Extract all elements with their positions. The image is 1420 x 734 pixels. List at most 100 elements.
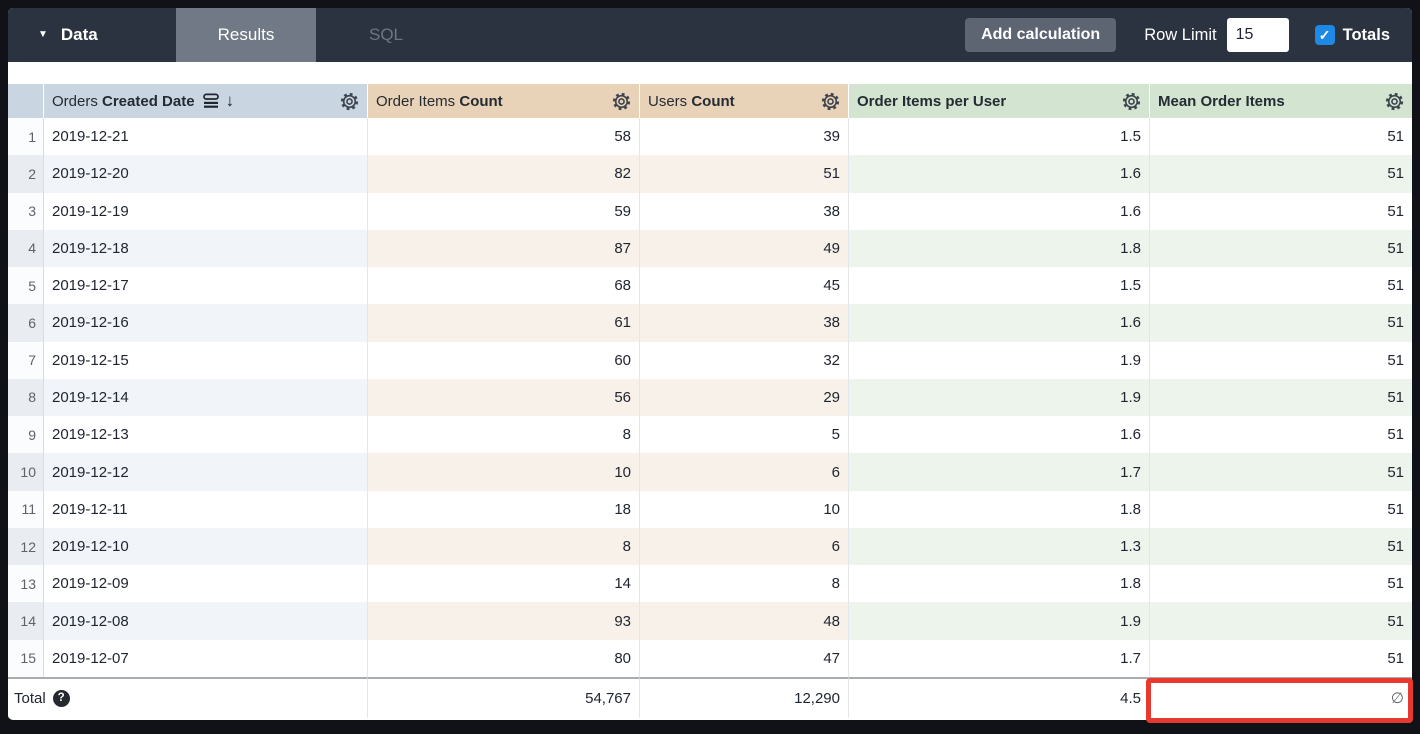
cell-order-items-count[interactable]: 82 [368,155,640,193]
cell-order-items-count[interactable]: 61 [368,304,640,342]
cell-mean-order-items[interactable]: 51 [1150,639,1412,677]
cell-users-count[interactable]: 47 [640,639,849,677]
cell-users-count[interactable]: 38 [640,192,849,230]
cell-order-items-count[interactable]: 8 [368,416,640,454]
cell-orders-created-date[interactable]: 2019-12-13 [44,416,368,454]
cell-orders-created-date[interactable]: 2019-12-17 [44,267,368,305]
cell-order-items-per-user[interactable]: 1.8 [849,565,1150,603]
cell-orders-created-date[interactable]: 2019-12-20 [44,155,368,193]
cell-users-count[interactable]: 49 [640,229,849,268]
sort-desc-icon[interactable]: ↓ [225,91,235,110]
cell-users-count[interactable]: 6 [640,453,849,491]
cell-order-items-per-user[interactable]: 1.8 [849,229,1150,268]
cell-users-count[interactable]: 51 [640,155,849,193]
cell-order-items-per-user[interactable]: 1.6 [849,192,1150,230]
total-order-items-per-user[interactable]: 4.5 [849,676,1150,718]
gear-icon[interactable] [821,92,840,111]
cell-users-count[interactable]: 6 [640,527,849,566]
cell-orders-created-date[interactable]: 2019-12-08 [44,602,368,640]
totals-checkbox[interactable]: ✓ [1314,25,1335,45]
cell-order-items-per-user[interactable]: 1.6 [849,304,1150,342]
cell-mean-order-items[interactable]: 51 [1150,602,1412,640]
column-header-mean-order-items[interactable]: Mean Order Items [1150,84,1412,118]
cell-users-count[interactable]: 48 [640,602,849,640]
cell-order-items-count[interactable]: 8 [368,527,640,566]
cell-users-count[interactable]: 39 [640,118,849,156]
add-calculation-button[interactable]: Add calculation [965,18,1117,52]
cell-orders-created-date[interactable]: 2019-12-10 [44,527,368,566]
cell-order-items-per-user[interactable]: 1.9 [849,341,1150,379]
row-limit-input[interactable] [1226,18,1289,52]
cell-mean-order-items[interactable]: 51 [1150,527,1412,566]
gear-icon[interactable] [1122,92,1141,111]
cell-mean-order-items[interactable]: 51 [1150,490,1412,528]
cell-orders-created-date[interactable]: 2019-12-11 [44,490,368,528]
total-order-items-count[interactable]: 54,767 [368,676,640,718]
column-label-prefix: Order Items [376,92,460,110]
cell-mean-order-items[interactable]: 51 [1150,155,1412,193]
cell-mean-order-items[interactable]: 51 [1150,341,1412,379]
cell-order-items-per-user[interactable]: 1.5 [849,267,1150,305]
cell-users-count[interactable]: 38 [640,304,849,342]
cell-mean-order-items[interactable]: 51 [1150,416,1412,454]
cell-mean-order-items[interactable]: 51 [1150,565,1412,603]
cell-order-items-per-user[interactable]: 1.7 [849,453,1150,491]
gear-icon[interactable] [340,92,359,111]
cell-users-count[interactable]: 32 [640,341,849,379]
cell-order-items-per-user[interactable]: 1.3 [849,527,1150,566]
cell-orders-created-date[interactable]: 2019-12-09 [44,565,368,603]
data-section-toggle[interactable]: ▼ Data [8,8,176,62]
pivot-field-icon[interactable] [202,93,220,109]
cell-order-items-count[interactable]: 59 [368,192,640,230]
column-header-orders-created-date[interactable]: Orders Created Date ↓ [44,84,368,118]
total-mean-order-items[interactable]: ∅ [1150,676,1412,718]
cell-order-items-per-user[interactable]: 1.6 [849,155,1150,193]
cell-order-items-count[interactable]: 80 [368,639,640,677]
cell-orders-created-date[interactable]: 2019-12-07 [44,639,368,677]
cell-order-items-count[interactable]: 58 [368,118,640,156]
cell-mean-order-items[interactable]: 51 [1150,118,1412,156]
cell-orders-created-date[interactable]: 2019-12-18 [44,229,368,268]
cell-orders-created-date[interactable]: 2019-12-16 [44,304,368,342]
cell-mean-order-items[interactable]: 51 [1150,378,1412,417]
total-users-count[interactable]: 12,290 [640,676,849,718]
cell-order-items-count[interactable]: 87 [368,229,640,268]
cell-orders-created-date[interactable]: 2019-12-15 [44,341,368,379]
cell-order-items-count[interactable]: 14 [368,565,640,603]
column-header-users-count[interactable]: Users Count [640,84,849,118]
cell-users-count[interactable]: 29 [640,378,849,417]
cell-order-items-count[interactable]: 56 [368,378,640,417]
help-icon[interactable]: ? [52,689,70,707]
cell-mean-order-items[interactable]: 51 [1150,304,1412,342]
cell-users-count[interactable]: 8 [640,565,849,603]
gear-icon[interactable] [612,92,631,111]
column-header-order-items-per-user[interactable]: Order Items per User [849,84,1150,118]
tab-sql[interactable]: SQL [368,25,404,44]
cell-orders-created-date[interactable]: 2019-12-14 [44,378,368,417]
cell-users-count[interactable]: 5 [640,416,849,454]
tab-results[interactable]: Results [176,8,316,62]
column-header-order-items-count[interactable]: Order Items Count [368,84,640,118]
cell-orders-created-date[interactable]: 2019-12-19 [44,192,368,230]
cell-mean-order-items[interactable]: 51 [1150,267,1412,305]
cell-order-items-per-user[interactable]: 1.6 [849,416,1150,454]
cell-order-items-per-user[interactable]: 1.9 [849,378,1150,417]
cell-order-items-per-user[interactable]: 1.8 [849,490,1150,528]
cell-order-items-per-user[interactable]: 1.7 [849,639,1150,677]
cell-orders-created-date[interactable]: 2019-12-21 [44,118,368,156]
cell-order-items-count[interactable]: 68 [368,267,640,305]
cell-order-items-per-user[interactable]: 1.5 [849,118,1150,156]
cell-users-count[interactable]: 45 [640,267,849,305]
cell-order-items-count[interactable]: 93 [368,602,640,640]
cell-order-items-per-user[interactable]: 1.9 [849,602,1150,640]
cell-mean-order-items[interactable]: 51 [1150,229,1412,268]
null-value-icon: ∅ [1390,690,1404,708]
cell-order-items-count[interactable]: 60 [368,341,640,379]
cell-users-count[interactable]: 10 [640,490,849,528]
cell-order-items-count[interactable]: 10 [368,453,640,491]
cell-mean-order-items[interactable]: 51 [1150,453,1412,491]
cell-order-items-count[interactable]: 18 [368,490,640,528]
cell-mean-order-items[interactable]: 51 [1150,192,1412,230]
gear-icon[interactable] [1385,92,1404,111]
cell-orders-created-date[interactable]: 2019-12-12 [44,453,368,491]
